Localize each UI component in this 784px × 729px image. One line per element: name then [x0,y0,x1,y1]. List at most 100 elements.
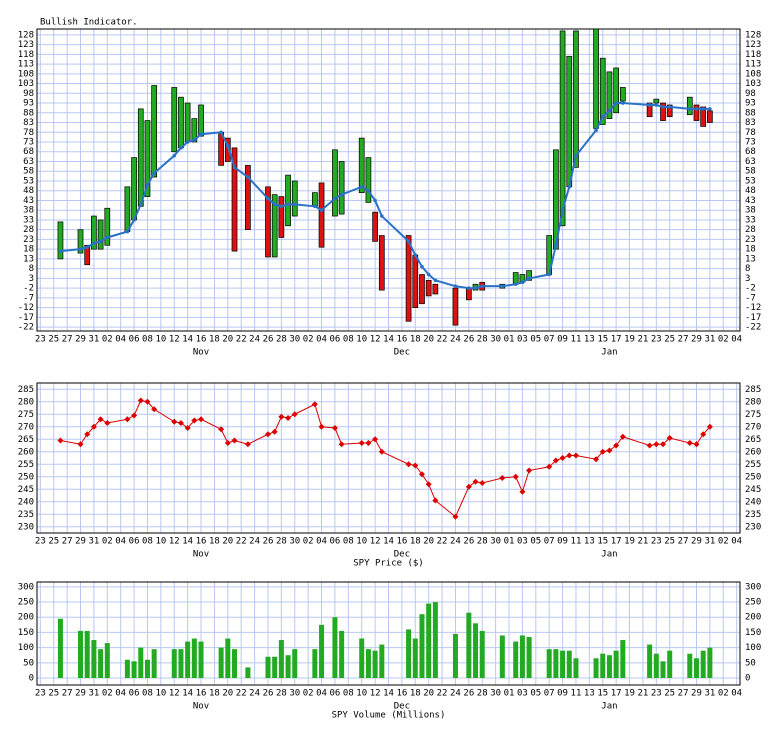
y-tick-label: 108 [18,69,34,79]
range-bar [318,182,325,248]
average-point [172,153,177,158]
range-bar [271,194,278,258]
range-bar [405,235,412,322]
x-tick-label: 08 [142,335,153,345]
x-tick-label: 17 [611,335,622,345]
x-tick-label: 23 [651,335,662,345]
x-tick-label: 04 [115,689,126,699]
y-tick-label: 0 [29,674,34,684]
x-tick-label: 04 [731,335,742,345]
price-point [331,425,338,431]
y-tick-label: 38 [23,206,34,216]
range-bar [144,120,151,197]
volume-bar [332,617,338,679]
x-tick-label: 25 [664,689,675,699]
x-axis-label: SPY Price ($) [353,559,423,569]
y-tick-label-right: -7 [745,293,756,303]
x-tick-label: 07 [544,537,555,547]
price-point [372,436,379,443]
y-tick-label: 285 [18,385,34,395]
x-tick-label: 22 [437,537,448,547]
range-bar [77,229,84,254]
price-point [706,423,713,430]
x-tick-label: 11 [571,537,582,547]
volume-bar [707,647,713,679]
y-tick-label: 78 [23,128,34,138]
x-tick-label: 11 [571,335,582,345]
x-tick-label: 10 [356,689,367,699]
x-tick-label: 14 [383,537,394,547]
x-tick-label: 23 [35,689,46,699]
price-point [700,431,707,438]
volume-bar [566,650,572,679]
x-axis-label: SPY Volume (Millions) [332,711,446,721]
average-point [219,130,223,135]
range-bar [599,57,606,125]
volume-bar [513,641,519,679]
y-tick-label: 83 [23,118,34,128]
x-tick-label: 31 [88,335,99,345]
x-tick-label: 04 [115,537,126,547]
y-tick-label: 265 [18,435,34,445]
average-point [420,264,424,269]
x-tick-label: 24 [450,689,461,699]
x-tick-label: 07 [544,689,555,699]
price-point [479,480,486,486]
price-point [465,483,472,490]
price-point [566,452,573,459]
chart-title: Bullish Indicator. [40,18,138,28]
x-tick-label: 01 [504,537,515,547]
range-bar [358,137,365,194]
range-bar [693,104,700,121]
volume-bar [285,655,291,679]
x-tick-label: 04 [316,689,327,699]
average-point [654,103,659,107]
y-tick-label-right: 280 [745,397,761,407]
volume-bar [84,630,90,679]
x-tick-label: 02 [102,689,113,699]
average-point [132,218,136,222]
x-tick-label: 06 [129,689,140,699]
price-point [512,473,519,480]
x-tick-label: 19 [624,335,635,345]
x-tick-label: 16 [196,335,207,345]
price-point [291,411,298,418]
average-point [614,101,618,105]
range-bar [566,55,573,188]
average-point [138,202,143,207]
price-point [412,462,419,469]
x-tick-label: 28 [477,537,488,547]
volume-bar [372,650,378,679]
average-point [145,183,150,187]
volume-bar [278,640,284,679]
x-tick-label: 15 [597,335,608,345]
volume-bar [466,612,472,679]
range-bar [84,244,91,266]
price-point [144,398,151,405]
x-tick-label: 07 [544,335,555,345]
average-point [292,202,297,207]
x-tick-label: 29 [691,537,702,547]
x-tick-label: 31 [704,537,715,547]
x-tick-label: 04 [731,689,742,699]
y-tick-label: 250 [18,598,34,608]
x-tick-label: 27 [62,335,73,345]
y-tick-label-right: 83 [745,118,756,128]
average-point [453,284,458,288]
volume-bar [339,630,345,679]
x-tick-label: 06 [330,689,341,699]
volume-bar [553,649,559,679]
y-tick-label-right: -22 [745,323,761,333]
y-tick-label: 275 [18,410,34,420]
average-line [60,102,710,290]
y-tick-label: 33 [23,215,34,225]
range-bar [338,161,345,215]
x-tick-label: 01 [504,689,515,699]
price-point [606,447,613,454]
x-tick-label: 02 [303,335,314,345]
y-tick-label-right: 98 [745,89,756,99]
x-tick-label: 25 [664,537,675,547]
price-point [572,452,579,459]
price-point [619,433,626,440]
x-tick-label: 04 [115,335,126,345]
